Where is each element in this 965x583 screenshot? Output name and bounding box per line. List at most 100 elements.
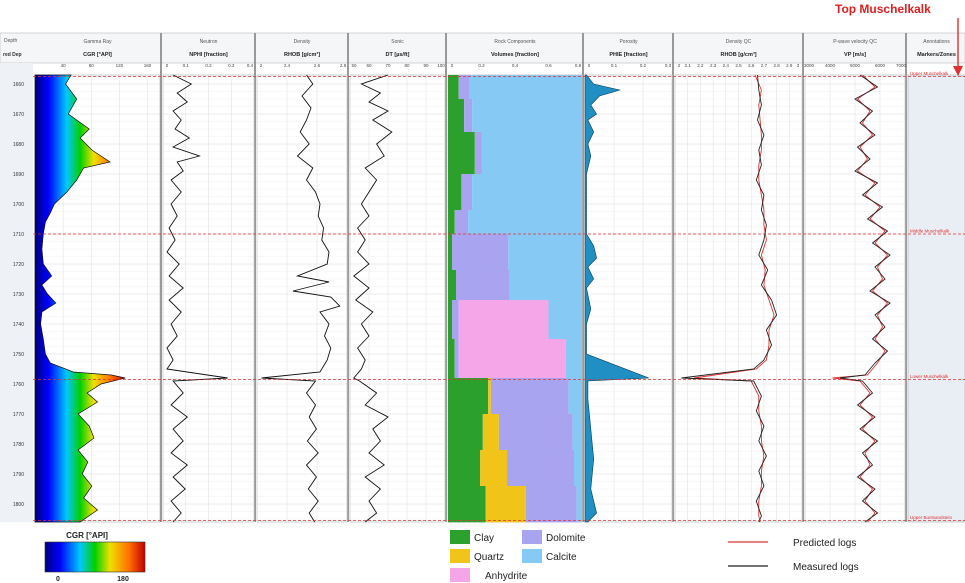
track-tick-label: 2.4	[723, 63, 730, 68]
track-tick-label: 80	[89, 63, 95, 68]
track-tick-label: 100	[437, 63, 445, 68]
track-tick-label: 0	[166, 63, 169, 68]
volume-dolomite-segment	[498, 414, 573, 451]
track-tick-label: 2.9	[786, 63, 793, 68]
depth-tick-label: 1760	[13, 382, 24, 388]
track-tick-label: 2.3	[710, 63, 717, 68]
volume-calcite-segment	[472, 99, 582, 133]
rhob-curve	[261, 74, 341, 523]
cgr-colorbar-min: 0	[56, 576, 60, 583]
track-tick-label: 3000	[804, 63, 815, 68]
track-header-dt: Sonic	[391, 39, 404, 45]
marker-label: Middle Muschelkalk	[910, 229, 950, 234]
depth-tick-label: 1680	[13, 142, 24, 148]
volume-calcite-segment	[574, 450, 582, 487]
track-tick-label: 90	[423, 63, 429, 68]
volume-quartz-segment	[488, 378, 491, 415]
track-header-rhob: Density	[294, 39, 311, 45]
depth-tick-label: 1740	[13, 322, 24, 328]
legend-swatch-dolomite	[522, 530, 542, 544]
track-tick-label: 0	[588, 63, 591, 68]
legend-swatch-calcite	[522, 549, 542, 563]
depth-tick-label: 1660	[13, 82, 24, 88]
volume-dolomite-segment	[454, 339, 459, 379]
track-tick-label: 120	[116, 63, 124, 68]
track-tick-label: 40	[61, 63, 67, 68]
dt-curve	[353, 74, 393, 523]
volume-dolomite-segment	[456, 270, 510, 301]
volume-clay-segment	[448, 210, 455, 235]
track-tick-label: 2.8	[773, 63, 780, 68]
vp-measured-curve	[839, 74, 891, 523]
depth-tick-label: 1690	[13, 172, 24, 178]
top-marker-arrow-head	[953, 66, 963, 76]
track-curve-label-rhobqc: RHOB [g/cm³]	[720, 51, 756, 58]
volume-calcite-segment	[508, 234, 582, 271]
volume-dolomite-segment	[454, 210, 469, 235]
depth-tick-label: 1710	[13, 232, 24, 238]
track-header-vp: P-wave velocity QC	[833, 39, 877, 45]
depth-header: Depth	[4, 38, 18, 44]
legend-label-anhydrite: Anhydrite	[485, 571, 528, 582]
track-tick-label: 0.1	[183, 63, 190, 68]
track-tick-label: 5000	[850, 63, 861, 68]
track-header-ann: Annotations	[923, 39, 950, 45]
track-header-vol: Rock Components	[494, 39, 536, 45]
track-tick-label: 3	[797, 63, 800, 68]
volume-calcite-segment	[469, 75, 582, 100]
volume-clay-segment	[448, 234, 452, 271]
depth-subheader: red Dep	[3, 52, 22, 58]
track-curve-label-dt: DT [µs/ft]	[386, 52, 410, 58]
marker-label: Lower Muschelkalk	[910, 374, 949, 379]
volume-quartz-segment	[480, 450, 507, 487]
track-tick-label: 2.5	[735, 63, 742, 68]
rhobqc-predicted-curve	[693, 74, 775, 523]
volume-clay-segment	[448, 486, 486, 523]
volume-dolomite-segment	[507, 450, 574, 487]
track-tick-label: 2.2	[697, 63, 704, 68]
legend-label-calcite: Calcite	[546, 552, 577, 563]
volume-anhydrite-segment	[458, 339, 566, 379]
track-frame-phie	[584, 74, 673, 523]
track-tick-label: 7000	[896, 63, 907, 68]
track-tick-label: 60	[366, 63, 372, 68]
track-tick-label: 2	[260, 63, 263, 68]
volume-dolomite-segment	[490, 378, 569, 415]
track-tick-label: 0.2	[640, 63, 647, 68]
volume-dolomite-segment	[464, 99, 473, 133]
legend-line-label-1: Measured logs	[793, 562, 859, 573]
track-tick-label: 0.2	[478, 63, 485, 68]
depth-tick-label: 1700	[13, 202, 24, 208]
legend-swatch-quartz	[450, 549, 470, 563]
volume-calcite-segment	[468, 210, 582, 235]
track-tick-label: 0.6	[545, 63, 552, 68]
track-curve-label-gr: CGR [°API]	[83, 52, 112, 58]
legend-label-quartz: Quartz	[474, 552, 504, 563]
track-tick-label: 2.1	[685, 63, 692, 68]
gr-curve	[34, 74, 126, 523]
volume-clay-segment	[448, 75, 459, 100]
track-frame-dt	[349, 74, 446, 523]
volume-dolomite-segment	[474, 132, 482, 175]
track-tick-label: 50	[351, 63, 357, 68]
volume-clay-segment	[448, 174, 462, 211]
track-curve-label-phie: PHIE [fraction]	[609, 52, 647, 58]
cgr-colorbar-title: CGR [°API]	[66, 531, 108, 540]
volume-dolomite-segment	[452, 300, 459, 340]
legend-label-dolomite: Dolomite	[546, 533, 586, 544]
volume-clay-segment	[448, 450, 481, 487]
volume-calcite-segment	[572, 414, 582, 451]
volume-calcite-segment	[565, 339, 582, 379]
track-tick-label: 6000	[875, 63, 886, 68]
volume-clay-segment	[448, 300, 452, 340]
depth-tick-label: 1720	[13, 262, 24, 268]
track-tick-label: 0.4	[512, 63, 519, 68]
volume-clay-segment	[448, 414, 483, 451]
depth-tick-label: 1780	[13, 442, 24, 448]
volume-anhydrite-segment	[458, 300, 549, 340]
volume-dolomite-segment	[461, 174, 473, 211]
track-tick-label: 2.6	[314, 63, 321, 68]
track-curve-label-ann: Markers/Zones	[917, 52, 956, 58]
volume-clay-segment	[448, 132, 475, 175]
